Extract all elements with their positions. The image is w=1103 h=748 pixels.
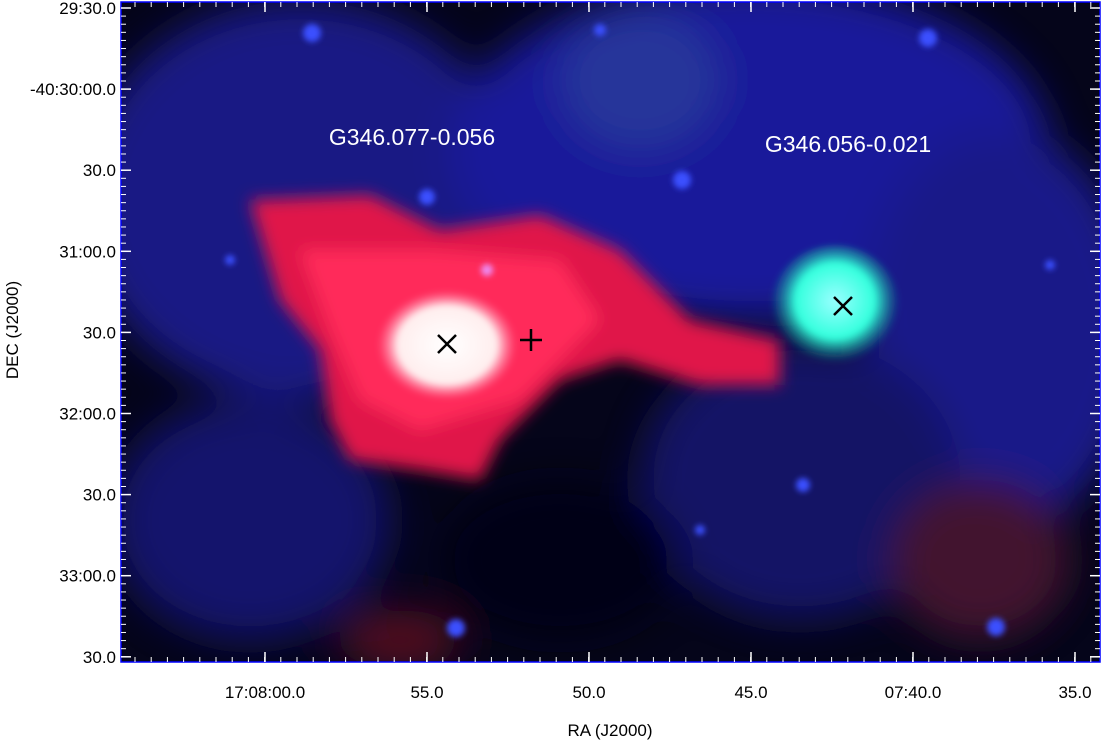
plus-marker [520, 329, 542, 351]
source-label: G346.077-0.056 [329, 124, 495, 150]
sky-image [121, 2, 1100, 662]
y-tick-label: 30.0 [83, 648, 116, 667]
x-tick-label: 35.0 [1058, 683, 1091, 702]
x-tick-label: 50.0 [572, 683, 605, 702]
x-tick-label: 45.0 [734, 683, 767, 702]
x-axis-label: RA (J2000) [567, 721, 652, 740]
y-tick-label: 32:00.0 [59, 405, 116, 424]
source-markers [437, 296, 853, 354]
source-label: G346.056-0.021 [765, 131, 931, 157]
x-marker [437, 334, 457, 354]
minor-ticks [121, 2, 1100, 662]
x-tick-label: 17:08:00.0 [225, 683, 305, 702]
y-tick-label: 30.0 [83, 323, 116, 342]
y-tick-label: 29:30.0 [59, 0, 116, 18]
y-tick-label: 31:00.0 [59, 242, 116, 261]
y-tick-label: 33:00.0 [59, 567, 116, 586]
y-axis-label: DEC (J2000) [3, 281, 22, 379]
y-tick-label: 30.0 [83, 486, 116, 505]
x-tick-label: 55.0 [410, 683, 443, 702]
y-tick-label: 30.0 [83, 161, 116, 180]
y-tick-label: -40:30:00.0 [30, 80, 116, 99]
x-tick-label: 07:40.0 [885, 683, 942, 702]
x-marker [833, 296, 853, 316]
